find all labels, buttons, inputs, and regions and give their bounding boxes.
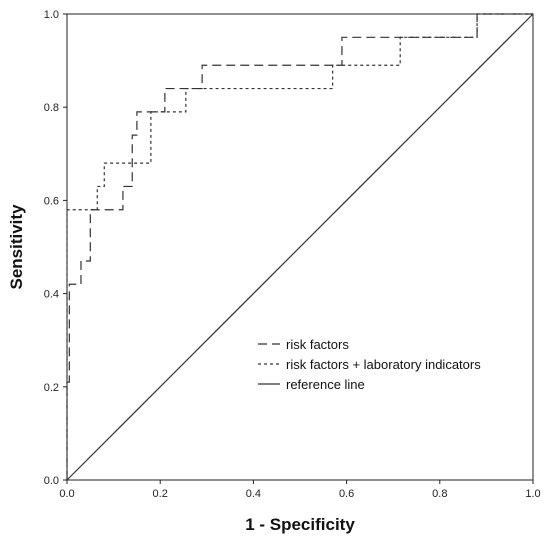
y-tick-label: 0.8	[44, 102, 59, 114]
series-line-risk-factors	[66, 13, 533, 480]
x-tick-label: 0.4	[246, 488, 261, 500]
x-tick-label: 0.6	[339, 488, 354, 500]
axis-ticks: 0.0 0.2 0.4 0.6 0.8 1.0 0.0 0.2 0.4 0.6 0.8 1.0	[44, 9, 541, 500]
y-tick-label: 0.4	[44, 289, 59, 301]
y-tick-label: 0.6	[44, 195, 59, 207]
series-line-risk-factors-laboratory-indicators	[66, 13, 533, 480]
x-axis-title: 1 - Specificity	[245, 515, 355, 534]
y-tick-label: 1.0	[44, 9, 59, 21]
legend-label-risk-factors: risk factors	[286, 337, 349, 352]
series-line-reference-line	[66, 13, 534, 481]
y-tick-label: 0.0	[44, 475, 59, 487]
y-axis-title: Sensitivity	[7, 204, 26, 290]
x-tick-label: 1.0	[525, 488, 540, 500]
x-tick-label: 0.8	[432, 488, 447, 500]
series-layer	[66, 13, 534, 481]
x-tick-label: 0.2	[153, 488, 168, 500]
y-tick-label: 0.2	[44, 382, 59, 394]
legend-label-reference: reference line	[286, 377, 365, 392]
x-tick-label: 0.0	[59, 488, 74, 500]
legend-label-combined: risk factors + laboratory indicators	[286, 357, 481, 372]
legend: risk factors risk factors + laboratory i…	[258, 337, 481, 392]
